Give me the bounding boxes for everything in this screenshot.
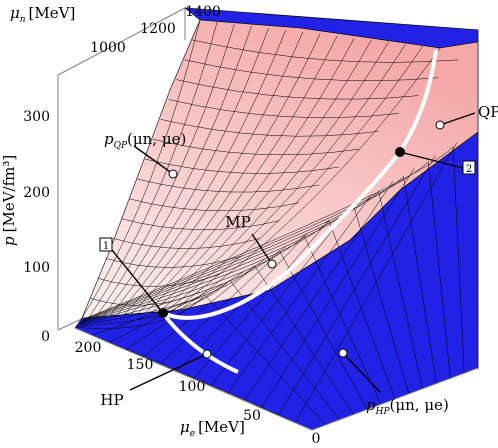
mesh-line bbox=[159, 245, 287, 365]
mesh-line bbox=[193, 219, 330, 380]
mesh-line bbox=[144, 37, 355, 314]
mesh-line bbox=[105, 256, 240, 268]
mesh-line bbox=[75, 294, 206, 329]
hp-surface-marker bbox=[338, 348, 348, 358]
mesh-line bbox=[452, 146, 465, 374]
mesh-line bbox=[88, 21, 218, 318]
mu-n-axis-title: μn [MeV] bbox=[10, 4, 75, 25]
point-1-marker bbox=[158, 308, 168, 318]
mesh-line bbox=[303, 235, 382, 405]
mesh-line bbox=[158, 41, 389, 312]
mesh-line bbox=[227, 194, 372, 394]
mesh-line bbox=[328, 220, 396, 400]
qp-surface bbox=[81, 19, 479, 319]
p-tick-label: 300 bbox=[23, 109, 50, 125]
mesh-line bbox=[121, 218, 280, 230]
surface-mesh bbox=[75, 19, 465, 426]
mesh-line bbox=[428, 161, 451, 379]
mesh-line bbox=[142, 258, 266, 358]
mesh-line bbox=[91, 296, 202, 336]
mu-e-tick-label: 50 bbox=[243, 408, 261, 424]
mesh-line bbox=[261, 168, 415, 409]
bounding-box-front bbox=[74, 327, 479, 431]
mesh-line bbox=[378, 191, 423, 389]
mesh-line bbox=[192, 39, 459, 63]
point-2-box bbox=[462, 160, 476, 175]
qp-label: QP bbox=[478, 103, 498, 121]
qp-function-label: pQP(μn, μe) bbox=[104, 130, 186, 151]
mp-label: MP bbox=[225, 213, 250, 231]
mu-e-tick-label: 200 bbox=[75, 340, 102, 356]
point-2-marker bbox=[395, 147, 405, 157]
mesh-line bbox=[176, 79, 419, 100]
mesh-line bbox=[353, 206, 410, 394]
mu-e-axis-title: μe [MeV] bbox=[180, 418, 245, 439]
leader-lines bbox=[111, 112, 476, 393]
mesh-line bbox=[179, 47, 441, 311]
mu-n-tick-label: 1400 bbox=[185, 4, 221, 20]
mesh-line bbox=[113, 238, 260, 249]
mesh-line bbox=[172, 45, 424, 311]
mu-e-tick-label: 0 bbox=[312, 431, 321, 447]
mu-e-tick-label: 100 bbox=[179, 379, 206, 395]
point-1-label: 1 bbox=[103, 241, 109, 252]
mesh-line bbox=[81, 19, 201, 319]
point-2-label: 2 bbox=[466, 164, 472, 175]
mesh-line bbox=[204, 294, 327, 426]
mesh-line bbox=[102, 25, 252, 317]
mesh-line bbox=[95, 23, 235, 318]
mesh-line bbox=[137, 35, 338, 314]
hp-marker bbox=[202, 349, 212, 359]
mesh-line bbox=[152, 138, 359, 156]
mesh-line bbox=[254, 265, 354, 415]
mesh-line bbox=[144, 158, 339, 174]
phase-transition-curve bbox=[162, 49, 438, 320]
hp-branch-curve bbox=[161, 311, 239, 374]
mesh-line bbox=[84, 146, 454, 320]
qp-marker bbox=[435, 120, 445, 130]
p-tick-label: 0 bbox=[41, 329, 50, 345]
mesh-line bbox=[165, 43, 406, 312]
mesh-line bbox=[210, 206, 351, 387]
hp-label: HP bbox=[100, 391, 123, 409]
mesh-line bbox=[184, 59, 439, 81]
mesh-line bbox=[137, 178, 320, 193]
mesh-line bbox=[229, 280, 340, 420]
mesh-line bbox=[294, 142, 457, 423]
point-1-box bbox=[99, 237, 113, 252]
mu-n-tick-label: 1200 bbox=[140, 21, 176, 37]
p-tick-label: 200 bbox=[23, 185, 50, 201]
p-axis-title: p[MeV/fm³] bbox=[0, 155, 18, 246]
p-tick-label: 100 bbox=[23, 260, 50, 276]
mesh-line bbox=[129, 198, 300, 212]
mesh-line bbox=[109, 27, 269, 316]
hp-function-label: pHP(μn, μe) bbox=[366, 396, 449, 417]
mesh-line bbox=[279, 250, 368, 410]
qp-surface-marker bbox=[168, 169, 178, 179]
mesh-line bbox=[160, 119, 379, 137]
mp-marker bbox=[267, 259, 277, 269]
mu-e-tick-label: 150 bbox=[127, 357, 154, 373]
mu-n-tick-label: 1000 bbox=[90, 40, 126, 56]
mesh-line bbox=[403, 176, 437, 384]
mesh-line bbox=[168, 99, 399, 118]
mesh-line bbox=[277, 155, 436, 416]
